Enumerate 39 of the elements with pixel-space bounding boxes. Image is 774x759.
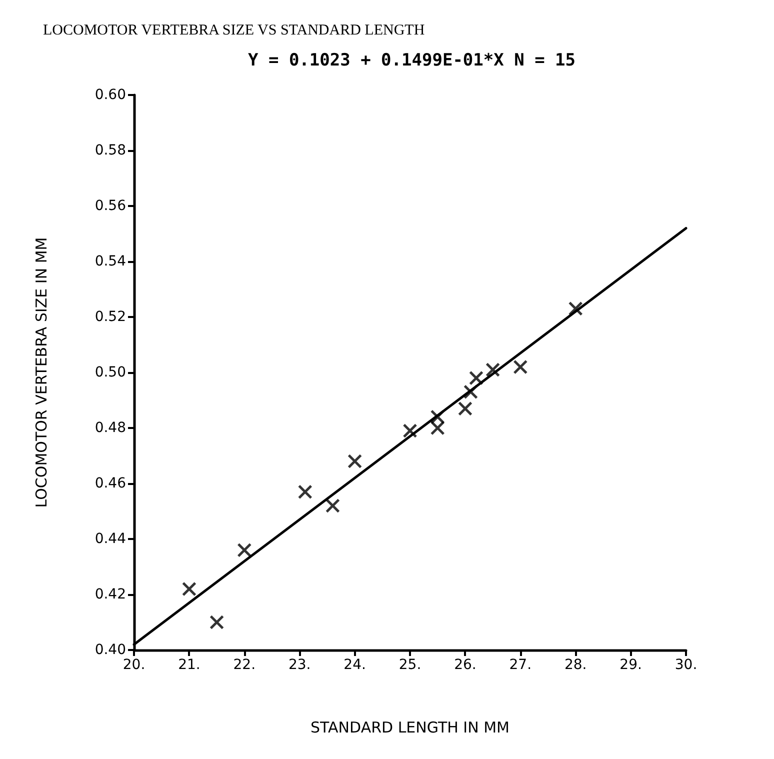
point	[348, 454, 362, 469]
point	[468, 370, 484, 386]
y-tick-label: 0.50	[94, 364, 126, 380]
x-tick-label: 26.	[454, 657, 476, 673]
point	[210, 615, 224, 630]
y-tick-label: 0.46	[94, 476, 126, 492]
point	[182, 582, 196, 596]
y-axis-title: LOCOMOTOR VERTEBRA SIZE IN MM	[32, 237, 50, 508]
y-tick-label: 0.58	[94, 142, 126, 158]
point	[325, 498, 340, 513]
point	[463, 384, 478, 400]
x-tick-label: 28.	[564, 657, 587, 673]
point	[237, 542, 252, 558]
x-axis-title: STANDARD LENGTH IN MM	[310, 718, 510, 736]
point	[486, 362, 500, 377]
text: Y = 0.1023 + 0.1499E-01*X N = 15	[248, 50, 576, 70]
x-tick-label: 27.	[509, 657, 532, 673]
x-tick-label: 24.	[344, 657, 366, 673]
y-tick-label: 0.52	[94, 309, 126, 325]
y-tick-label: 0.40	[94, 642, 126, 658]
point	[298, 484, 312, 500]
y-tick-label: 0.48	[94, 420, 126, 436]
x-tick-label: 20.	[122, 657, 146, 673]
x-tick-label: 23.	[288, 657, 311, 673]
point	[458, 401, 472, 416]
x-tick-label: 22.	[233, 657, 256, 673]
x-tick-label: 30.	[674, 657, 698, 673]
y-tick-label: 0.42	[94, 586, 126, 602]
y-tick-label: 0.56	[94, 198, 126, 214]
x-tick-label: 25.	[398, 657, 422, 673]
x-tick-label: 21.	[178, 657, 200, 673]
point	[513, 360, 528, 374]
x-tick-label: 29.	[620, 657, 642, 673]
point	[402, 424, 418, 438]
y-tick-label: 0.60	[94, 87, 126, 103]
chart-title: LOCOMOTOR VERTEBRA SIZE VS STANDARD LENGTH	[43, 22, 425, 38]
point	[568, 301, 583, 316]
y-tick-label: 0.54	[94, 254, 126, 270]
y-tick-label: 0.44	[94, 531, 126, 547]
